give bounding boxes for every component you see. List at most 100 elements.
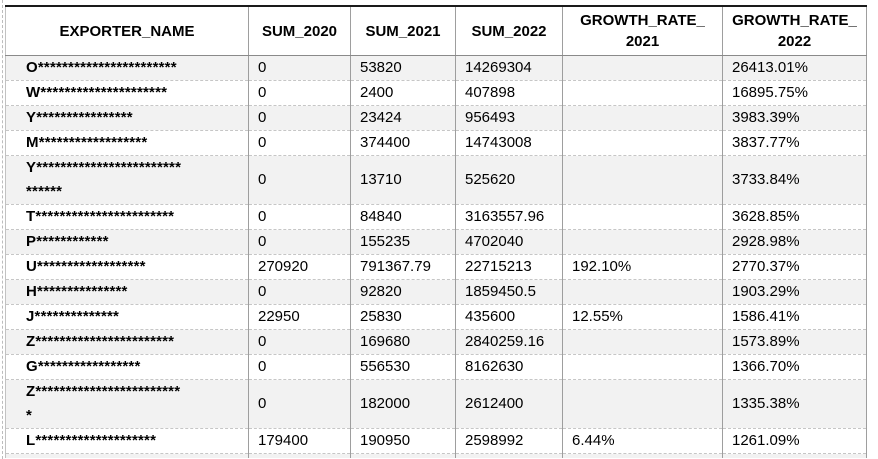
cell-sum-2021[interactable]: 53820 xyxy=(350,55,456,81)
cell-growth-rate-2021[interactable] xyxy=(562,130,723,156)
cell-sum-2020[interactable]: 0 xyxy=(248,155,351,205)
cell-sum-2022[interactable] xyxy=(455,453,563,458)
cell-sum-2021[interactable]: 169680 xyxy=(350,329,456,355)
cell-growth-rate-2022[interactable]: 3983.39% xyxy=(722,105,867,131)
cell-exporter-name[interactable]: U****************** xyxy=(5,254,249,280)
column-header-sum-2020[interactable]: SUM_2020 xyxy=(248,6,351,56)
cell-sum-2022[interactable]: 2598992 xyxy=(455,428,563,454)
cell-sum-2022[interactable]: 525620 xyxy=(455,155,563,205)
column-header-sum-2021[interactable]: SUM_2021 xyxy=(350,6,456,56)
cell-sum-2022[interactable]: 435600 xyxy=(455,304,563,330)
cell-exporter-name[interactable]: J************** xyxy=(5,304,249,330)
cell-sum-2020[interactable]: 0 xyxy=(248,55,351,81)
cell-growth-rate-2022[interactable]: 1366.70% xyxy=(722,354,867,380)
cell-growth-rate-2021[interactable] xyxy=(562,329,723,355)
cell-growth-rate-2022[interactable]: 1903.29% xyxy=(722,279,867,305)
cell-growth-rate-2022[interactable]: 3628.85% xyxy=(722,204,867,230)
cell-sum-2021[interactable]: 23424 xyxy=(350,105,456,131)
cell-growth-rate-2022[interactable]: 2770.37% xyxy=(722,254,867,280)
cell-growth-rate-2021[interactable] xyxy=(562,155,723,205)
cell-growth-rate-2021[interactable] xyxy=(562,279,723,305)
column-header-sum-2022[interactable]: SUM_2022 xyxy=(455,6,563,56)
cell-sum-2021[interactable]: 2400 xyxy=(350,80,456,106)
cell-sum-2022[interactable]: 1859450.5 xyxy=(455,279,563,305)
cell-growth-rate-2022[interactable]: 26413.01% xyxy=(722,55,867,81)
cell-exporter-name[interactable]: L******************** xyxy=(5,428,249,454)
cell-growth-rate-2021[interactable]: 12.55% xyxy=(562,304,723,330)
cell-sum-2022[interactable]: 3163557.96 xyxy=(455,204,563,230)
cell-growth-rate-2022[interactable] xyxy=(722,453,867,458)
cell-growth-rate-2022[interactable]: 1586.41% xyxy=(722,304,867,330)
cell-growth-rate-2021[interactable] xyxy=(562,105,723,131)
cell-growth-rate-2022[interactable]: 1573.89% xyxy=(722,329,867,355)
cell-growth-rate-2022[interactable]: 1335.38% xyxy=(722,379,867,429)
cell-sum-2020[interactable]: 0 xyxy=(248,204,351,230)
table-row: U****************** 270920 791367.79 227152… xyxy=(5,254,867,280)
cell-sum-2021[interactable]: 92820 xyxy=(350,279,456,305)
cell-growth-rate-2022[interactable]: 16895.75% xyxy=(722,80,867,106)
cell-sum-2020[interactable]: 0 xyxy=(248,80,351,106)
cell-growth-rate-2021[interactable] xyxy=(562,229,723,255)
partial-table-row xyxy=(5,453,867,458)
cell-sum-2021[interactable]: 182000 xyxy=(350,379,456,429)
cell-sum-2022[interactable]: 956493 xyxy=(455,105,563,131)
cell-sum-2020[interactable]: 22950 xyxy=(248,304,351,330)
cell-sum-2021[interactable]: 556530 xyxy=(350,354,456,380)
cell-sum-2020[interactable]: 0 xyxy=(248,105,351,131)
table-row: T*********************** 0 84840 3163557.96… xyxy=(5,204,867,230)
cell-sum-2021[interactable]: 25830 xyxy=(350,304,456,330)
cell-sum-2021[interactable]: 374400 xyxy=(350,130,456,156)
cell-growth-rate-2021[interactable] xyxy=(562,379,723,429)
cell-sum-2020[interactable]: 0 xyxy=(248,329,351,355)
cell-growth-rate-2022[interactable]: 3733.84% xyxy=(722,155,867,205)
cell-exporter-name[interactable]: Z*********************** xyxy=(5,329,249,355)
cell-sum-2020[interactable]: 179400 xyxy=(248,428,351,454)
cell-exporter-name[interactable]: Y**************** xyxy=(5,105,249,131)
cell-exporter-name[interactable]: M****************** xyxy=(5,130,249,156)
cell-exporter-name[interactable]: T*********************** xyxy=(5,204,249,230)
column-header-exporter-name[interactable]: EXPORTER_NAME xyxy=(5,6,249,56)
cell-exporter-name[interactable]: P************ xyxy=(5,229,249,255)
cell-sum-2020[interactable]: 0 xyxy=(248,130,351,156)
cell-growth-rate-2022[interactable]: 1261.09% xyxy=(722,428,867,454)
column-header-growth-rate-2022[interactable]: GROWTH_RATE_ 2022 xyxy=(722,6,867,56)
cell-growth-rate-2021[interactable] xyxy=(562,55,723,81)
cell-sum-2021[interactable] xyxy=(350,453,456,458)
cell-sum-2020[interactable]: 0 xyxy=(248,354,351,380)
cell-exporter-name[interactable]: G***************** xyxy=(5,354,249,380)
cell-sum-2020[interactable]: 0 xyxy=(248,379,351,429)
cell-growth-rate-2021[interactable]: 6.44% xyxy=(562,428,723,454)
cell-exporter-name[interactable] xyxy=(5,453,249,458)
cell-sum-2022[interactable]: 2840259.16 xyxy=(455,329,563,355)
cell-sum-2020[interactable]: 270920 xyxy=(248,254,351,280)
cell-sum-2021[interactable]: 84840 xyxy=(350,204,456,230)
cell-sum-2021[interactable]: 190950 xyxy=(350,428,456,454)
cell-growth-rate-2021[interactable] xyxy=(562,80,723,106)
cell-exporter-name[interactable]: Z************************ * xyxy=(5,379,249,429)
cell-sum-2022[interactable]: 8162630 xyxy=(455,354,563,380)
cell-growth-rate-2021[interactable] xyxy=(562,354,723,380)
cell-sum-2022[interactable]: 14743008 xyxy=(455,130,563,156)
cell-exporter-name[interactable]: H*************** xyxy=(5,279,249,305)
cell-sum-2022[interactable]: 22715213 xyxy=(455,254,563,280)
cell-sum-2020[interactable]: 0 xyxy=(248,279,351,305)
cell-sum-2021[interactable]: 155235 xyxy=(350,229,456,255)
cell-sum-2022[interactable]: 14269304 xyxy=(455,55,563,81)
table-row: Z************************ * 0 182000 261240… xyxy=(5,379,867,429)
cell-growth-rate-2022[interactable]: 3837.77% xyxy=(722,130,867,156)
cell-sum-2021[interactable]: 791367.79 xyxy=(350,254,456,280)
cell-sum-2021[interactable]: 13710 xyxy=(350,155,456,205)
cell-exporter-name[interactable]: W********************* xyxy=(5,80,249,106)
cell-sum-2020[interactable] xyxy=(248,453,351,458)
cell-sum-2022[interactable]: 2612400 xyxy=(455,379,563,429)
cell-exporter-name[interactable]: O*********************** xyxy=(5,55,249,81)
cell-sum-2022[interactable]: 407898 xyxy=(455,80,563,106)
cell-sum-2020[interactable]: 0 xyxy=(248,229,351,255)
cell-growth-rate-2021[interactable]: 192.10% xyxy=(562,254,723,280)
cell-sum-2022[interactable]: 4702040 xyxy=(455,229,563,255)
cell-growth-rate-2022[interactable]: 2928.98% xyxy=(722,229,867,255)
cell-growth-rate-2021[interactable] xyxy=(562,204,723,230)
cell-exporter-name[interactable]: Y************************ ****** xyxy=(5,155,249,205)
cell-growth-rate-2021[interactable] xyxy=(562,453,723,458)
column-header-growth-rate-2021[interactable]: GROWTH_RATE_ 2021 xyxy=(562,6,723,56)
